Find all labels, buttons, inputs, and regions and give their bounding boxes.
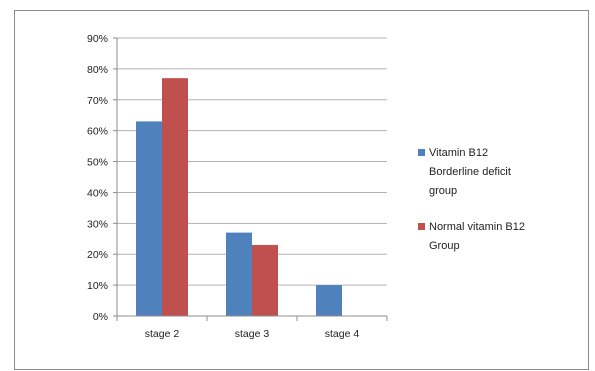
bar-1-1 <box>136 121 162 317</box>
bar-1-3 <box>316 285 342 316</box>
bar-2-2 <box>252 244 278 316</box>
legend-label-2: Group <box>429 240 460 252</box>
bar-2-1 <box>162 78 188 317</box>
legend: Vitamin B12 Borderline deficit group Normal… <box>418 147 525 252</box>
chart-frame: 0% 10% 20% 30% 40% 50% 60% 70% 80% 90% stage 2 stag… <box>14 10 589 370</box>
y-tick-label: 90% <box>87 33 108 45</box>
y-tick-label: 50% <box>87 157 108 169</box>
legend-label-2: Normal vitamin B12 <box>429 221 525 233</box>
y-tick-label: 0% <box>93 311 108 323</box>
legend-label-1: Vitamin B12 <box>429 147 488 159</box>
legend-swatch-1 <box>418 149 425 156</box>
legend-label-1: Borderline deficit <box>429 166 511 178</box>
y-tick-label: 80% <box>87 64 108 76</box>
x-tick-label: stage 4 <box>325 328 360 340</box>
x-tick-label: stage 3 <box>235 328 270 340</box>
y-tick-label: 10% <box>87 280 108 292</box>
y-tick-label: 70% <box>87 95 108 107</box>
y-tick-label: 20% <box>87 249 108 261</box>
y-tick-label: 60% <box>87 126 108 138</box>
bar-chart: 0% 10% 20% 30% 40% 50% 60% 70% 80% 90% stage 2 stag… <box>87 33 525 340</box>
y-tick-label: 30% <box>87 218 108 230</box>
axes: 0% 10% 20% 30% 40% 50% 60% 70% 80% 90% stage 2 stag… <box>87 33 388 340</box>
legend-label-1: group <box>429 185 457 197</box>
y-tick-label: 40% <box>87 187 108 199</box>
legend-swatch-2 <box>418 223 425 230</box>
bars <box>136 78 342 317</box>
x-tick-label: stage 2 <box>145 328 180 340</box>
bar-1-2 <box>226 232 252 316</box>
